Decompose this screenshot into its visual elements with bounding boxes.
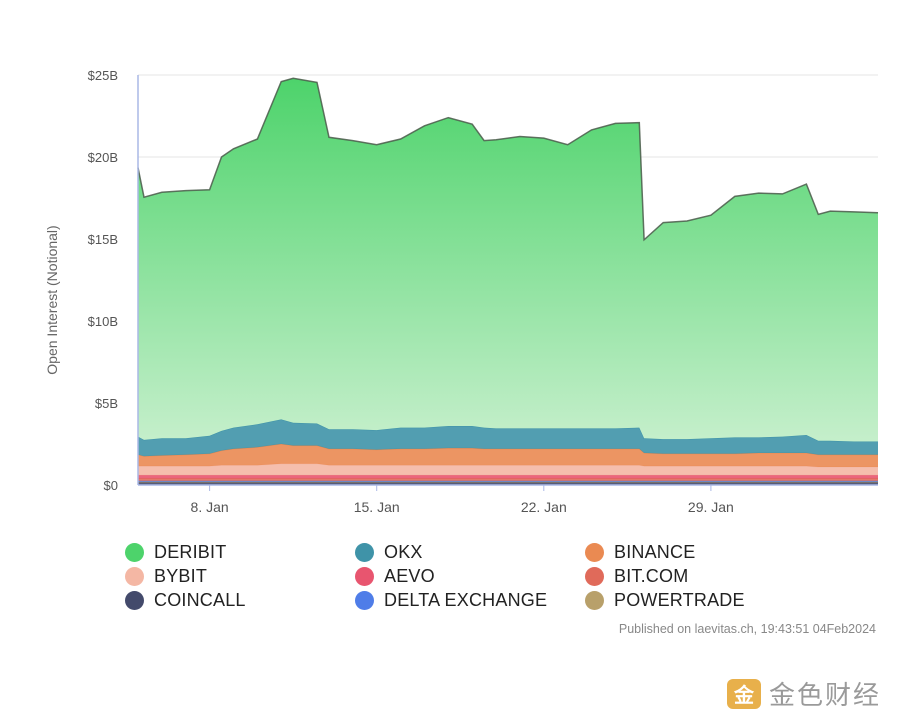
legend-item-deribit[interactable]: DERIBIT [125,541,355,563]
axes: $0 $5B $10B $15B $20B $25B 8. Jan 15. Jan 22. Ja… [88,68,878,515]
legend-item-delta-exchange[interactable]: DELTA EXCHANGE [355,589,585,611]
legend-item-bit-com[interactable]: BIT.COM [585,565,765,587]
area-series-okx [138,419,878,457]
legend-label: AEVO [384,565,435,586]
y-tick-label: $10B [88,314,118,329]
legend-item-coincall[interactable]: COINCALL [125,589,355,611]
legend-label: OKX [384,541,423,562]
legend-swatch [355,566,374,586]
area-series-bit-com [138,478,878,481]
x-tick-label: 29. Jan [688,499,734,515]
legend-swatch [125,542,144,562]
y-tick-label: $25B [88,68,118,83]
legend-swatch [125,566,144,586]
watermark-text: 金色财经 [769,680,882,710]
legend-swatch [585,566,604,586]
area-series-binance [138,444,878,467]
plot-area [137,77,879,485]
series-line-deribit [137,77,879,242]
y-tick-label: $0 [104,478,118,493]
legend-label: BIT.COM [614,565,689,586]
x-tick-label: 8. Jan [191,499,229,515]
legend: DERIBIT OKX BINANCE BYBIT AEVO BIT.COM COINCAL… [125,541,765,611]
y-tick-label: $15B [88,232,118,247]
y-tick-label: $20B [88,150,118,165]
published-note: Published on laevitas.ch, 19:43:51 04Feb… [618,622,876,636]
legend-item-bybit[interactable]: BYBIT [125,565,355,587]
legend-swatch [125,590,144,610]
x-tick-label: 22. Jan [521,499,567,515]
area-series-aevo [138,475,878,479]
legend-item-binance[interactable]: BINANCE [585,541,765,563]
watermark: 金 金色财经 [727,675,881,712]
legend-swatch [585,542,604,562]
legend-swatch [585,590,604,610]
legend-label: DELTA EXCHANGE [384,589,548,610]
y-axis-title: Open Interest (Notional) [44,225,60,374]
area-series-deribit [138,78,878,442]
legend-label: BYBIT [154,565,208,586]
legend-item-aevo[interactable]: AEVO [355,565,585,587]
legend-label: DERIBIT [154,541,227,562]
watermark-logo-icon: 金 [727,678,761,709]
legend-label: BINANCE [614,541,696,562]
legend-item-okx[interactable]: OKX [355,541,585,563]
legend-item-powertrade[interactable]: POWERTRADE [585,589,765,611]
legend-swatch [355,590,374,610]
legend-label: COINCALL [154,589,246,610]
legend-swatch [355,542,374,562]
y-tick-label: $5B [95,396,118,411]
x-tick-label: 15. Jan [354,499,400,515]
legend-label: POWERTRADE [614,589,745,610]
